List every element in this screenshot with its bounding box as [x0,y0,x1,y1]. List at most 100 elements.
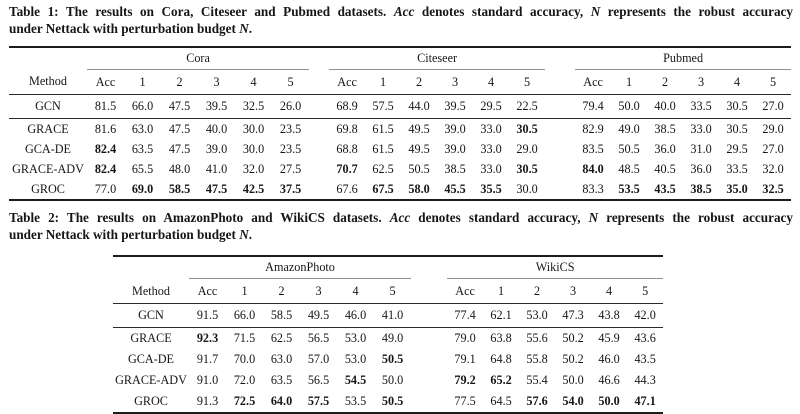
value-cell: 41.0 [205,161,228,176]
value-cell: 38.5 [654,121,676,136]
value-cell: 38.5 [690,181,712,196]
value-cell: 29.5 [473,94,510,120]
value-cell: 29.0 [516,141,538,156]
value-cell: 37.5 [279,181,302,196]
value-cell: 63.8 [490,331,512,346]
method-name: GCN [9,94,87,120]
column-header: 1 [124,69,161,96]
group-gap [411,303,448,329]
value-cell: 55.8 [526,352,548,367]
value-cell: 39.0 [444,121,466,136]
dataset-group-label: Citeseer [329,47,546,71]
value-cell: 33.0 [480,161,502,176]
value-cell: 26.0 [272,94,310,120]
value-cell: 81.6 [94,121,117,136]
group-gap [411,391,447,413]
group-gap [545,139,575,159]
value-cell: 56.5 [307,331,330,346]
method-name: GCA-DE [24,141,72,156]
column-header: 3 [683,69,720,96]
value-cell: 39.5 [437,94,474,120]
value-cell: 64.8 [490,352,512,367]
caption-text: denotes standard accuracy, [414,4,591,19]
value-cell: 44.3 [634,373,656,388]
column-header: 2 [161,69,198,96]
value-cell: 35.0 [726,181,748,196]
value-cell: 45.5 [444,181,466,196]
value-cell: 43.8 [591,303,628,329]
value-cell: 23.5 [279,141,302,156]
value-cell: 82.4 [94,161,117,176]
caption-text: represents the robust accuracy [600,4,794,19]
group-gap [545,159,575,179]
table2-caption-line1: Table 2: The results on AmazonPhoto and … [9,210,793,227]
column-header: 5 [755,69,792,96]
value-cell: 50.0 [381,373,404,388]
column-header: 3 [555,278,592,305]
method-name: GROC [31,181,65,196]
value-cell: 33.5 [683,94,720,120]
method-name: GCA-DE [127,352,175,367]
value-cell: 30.5 [726,121,748,136]
column-header: 1 [365,69,402,96]
value-cell: 27.0 [755,94,792,120]
value-cell: 27.5 [279,161,302,176]
value-cell: 50.0 [611,94,648,120]
caption-variable: N [590,4,601,19]
value-cell: 48.0 [168,161,191,176]
column-header: 3 [198,69,235,96]
value-cell: 30.5 [516,121,538,136]
value-cell: 67.6 [336,181,358,196]
caption-variable: Acc [393,4,415,19]
column-header: 4 [235,69,272,96]
value-cell: 69.0 [131,181,154,196]
value-cell: 32.5 [235,94,272,120]
value-cell: 40.0 [205,121,228,136]
group-gap [545,47,575,70]
column-header: 1 [611,69,648,96]
dataset-group-label: WikiCS [447,256,664,280]
value-cell: 35.5 [480,181,502,196]
value-cell: 57.6 [526,394,548,409]
value-cell: 79.1 [454,352,476,367]
value-cell: 58.5 [168,181,191,196]
value-cell: 72.5 [233,394,256,409]
value-cell: 62.5 [372,161,394,176]
value-cell: 49.5 [300,303,337,329]
value-cell: 56.5 [307,373,330,388]
value-cell: 82.9 [582,121,604,136]
value-cell: 32.5 [762,181,784,196]
column-header: 4 [591,278,628,305]
value-cell: 30.0 [242,121,265,136]
value-cell: 53.0 [344,352,367,367]
method-column-blank [113,256,189,279]
results-table-1: Cora Citeseer Pubmed Method Acc 1 2 3 4 5 Acc 1 2 3 4 5… [9,46,792,202]
value-cell: 50.5 [618,141,640,156]
value-cell: 54.5 [344,373,367,388]
value-cell: 46.6 [598,373,620,388]
table-row: GCN 91.5 66.0 58.5 49.5 46.0 41.0 77.4 62.1 53.0 4… [113,303,664,329]
method-name: GRACE-ADV [12,161,84,176]
group-gap [545,69,576,96]
value-cell: 54.0 [562,394,584,409]
value-cell: 53.0 [344,331,367,346]
group-gap [309,179,329,200]
value-cell: 33.5 [726,161,748,176]
value-cell: 39.5 [198,94,235,120]
column-header-row: Method Acc 1 2 3 4 5 Acc 1 2 3 4 5 Acc 1 2 3 4 5 [9,69,792,96]
column-header: 5 [509,69,546,96]
caption-variable: Acc [389,210,411,226]
method-name: GROC [134,394,168,409]
results-table-2: AmazonPhoto WikiCS Method Acc 1 2 3 4 5 Acc 1 2 3 4 5 … [113,255,664,414]
group-gap [411,328,447,350]
value-cell: 67.5 [372,181,394,196]
value-cell: 50.0 [598,394,620,409]
value-cell: 83.5 [582,141,604,156]
value-cell: 43.5 [634,352,656,367]
value-cell: 30.5 [719,94,756,120]
column-header: 4 [337,278,374,305]
value-cell: 47.3 [555,303,592,329]
value-cell: 38.5 [444,161,466,176]
table-row: GCA-DE 82.4 63.5 47.5 39.0 30.0 23.5 68.8 61.5 49… [9,139,791,159]
column-header: 3 [437,69,474,96]
